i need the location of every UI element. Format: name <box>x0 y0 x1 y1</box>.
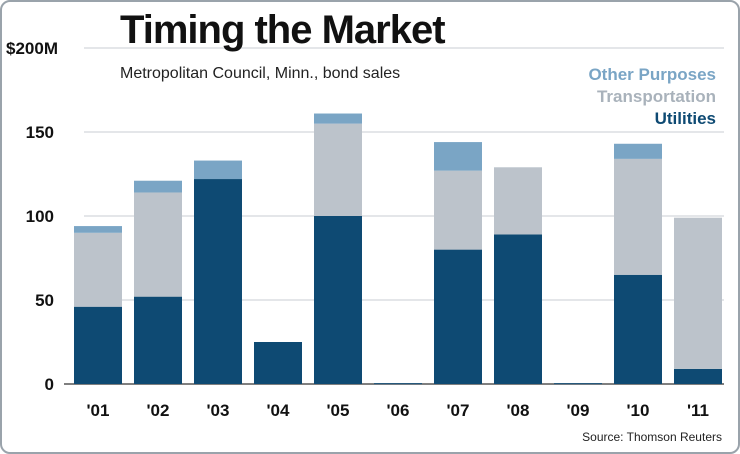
bar-utilities-7 <box>494 234 542 384</box>
x-tick-1: '02 <box>147 401 170 420</box>
bar-utilities-0 <box>74 306 122 384</box>
x-tick-2: '03 <box>207 401 230 420</box>
bar-other-purposes-9 <box>614 143 662 159</box>
source-note: Source: Thomson Reuters <box>582 430 722 444</box>
bar-utilities-3 <box>254 342 302 384</box>
x-tick-0: '01 <box>87 401 110 420</box>
bar-other-purposes-1 <box>134 180 182 193</box>
bar-transportation-6 <box>434 170 482 250</box>
bar-utilities-6 <box>434 249 482 384</box>
legend-entry-utilities: Utilities <box>654 109 716 128</box>
y-tick-0: 0 <box>45 375 54 394</box>
x-tick-3: '04 <box>267 401 290 420</box>
bar-transportation-7 <box>494 167 542 235</box>
y-tick-100: 100 <box>26 207 54 226</box>
legend: Other Purposes Transportation Utilities <box>588 64 716 130</box>
x-tick-8: '09 <box>567 401 590 420</box>
x-tick-6: '07 <box>447 401 470 420</box>
bar-utilities-9 <box>614 274 662 384</box>
bar-utilities-1 <box>134 296 182 384</box>
x-tick-4: '05 <box>327 401 350 420</box>
bar-other-purposes-4 <box>314 113 362 124</box>
bar-other-purposes-6 <box>434 142 482 171</box>
bar-other-purposes-0 <box>74 226 122 233</box>
x-tick-7: '08 <box>507 401 530 420</box>
chart-subtitle: Metropolitan Council, Minn., bond sales <box>120 65 401 82</box>
bar-transportation-4 <box>314 123 362 216</box>
y-tick-50: 50 <box>35 291 54 310</box>
x-tick-10: '11 <box>687 401 709 420</box>
x-tick-labels: '01 '02 '03 '04 '05 '06 '07 '08 '09 '10 '11 <box>87 401 709 420</box>
x-tick-5: '06 <box>387 401 410 420</box>
y-tick-labels: 0 50 100 150 $200M <box>6 39 58 394</box>
y-tick-150: 150 <box>26 123 54 142</box>
bar-transportation-9 <box>614 158 662 275</box>
bar-transportation-1 <box>134 192 182 297</box>
bar-utilities-2 <box>194 179 242 384</box>
legend-entry-other-purposes: Other Purposes <box>588 65 716 84</box>
bar-transportation-0 <box>74 232 122 307</box>
bar-utilities-8 <box>554 383 602 385</box>
bar-other-purposes-2 <box>194 160 242 180</box>
legend-entry-transportation: Transportation <box>596 87 716 106</box>
bars <box>74 113 722 385</box>
chart-title: Timing the Market <box>120 8 446 52</box>
bar-utilities-4 <box>314 216 362 384</box>
bar-utilities-10 <box>674 368 722 384</box>
y-tick-top-label: $200M <box>6 39 58 58</box>
x-tick-9: '10 <box>627 401 650 420</box>
bar-utilities-5 <box>374 383 422 385</box>
bar-transportation-10 <box>674 217 722 369</box>
